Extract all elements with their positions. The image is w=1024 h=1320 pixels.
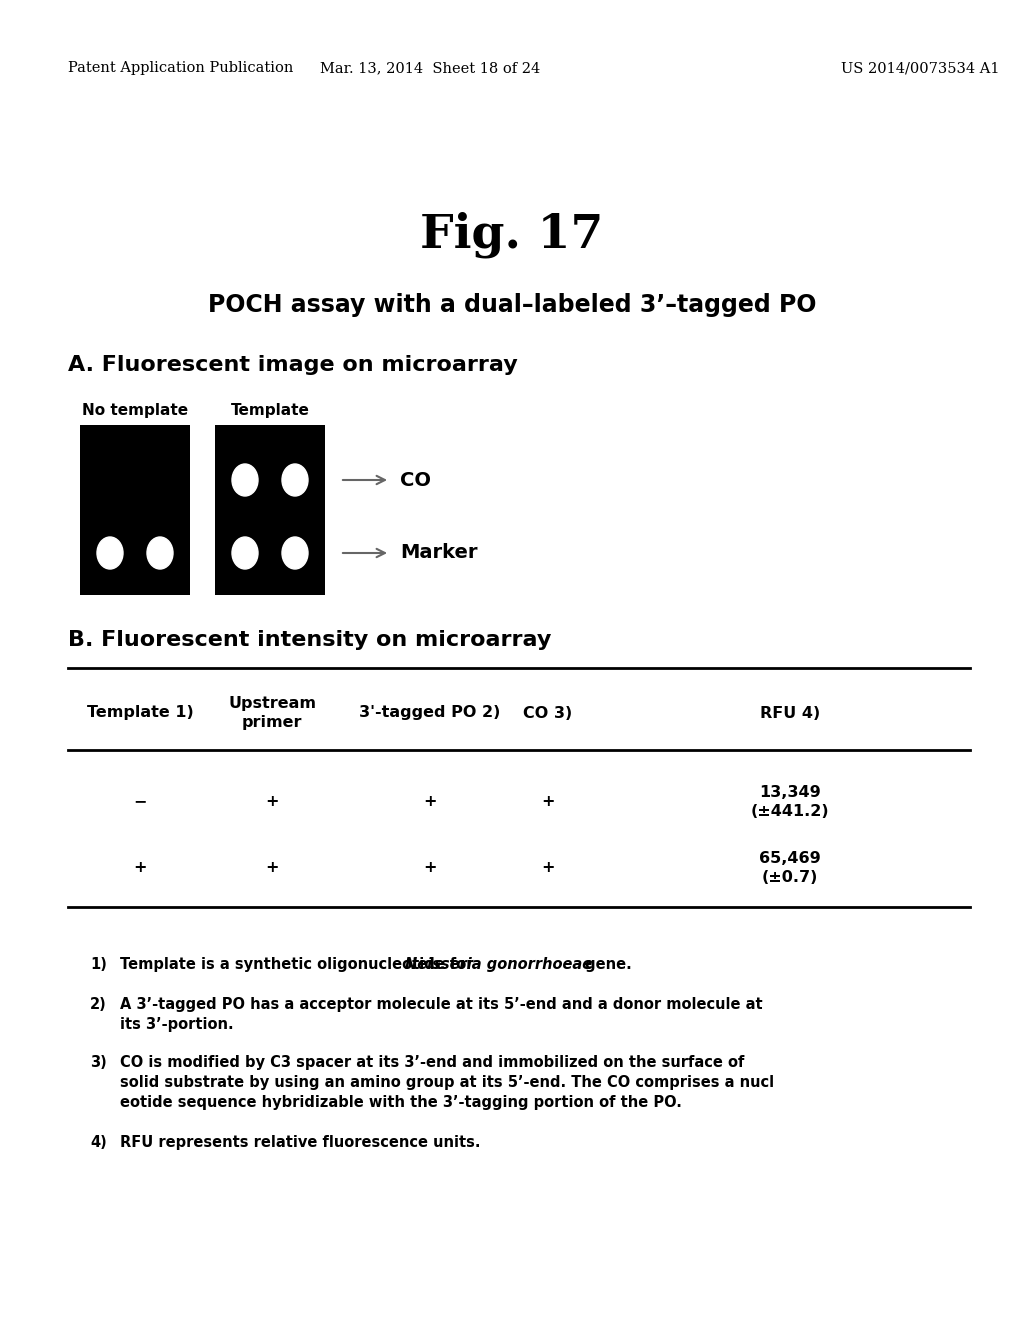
Text: Patent Application Publication: Patent Application Publication <box>68 61 293 75</box>
Text: 3): 3) <box>90 1055 106 1071</box>
Text: 3'-tagged PO 2): 3'-tagged PO 2) <box>359 705 501 721</box>
Bar <box>80 425 190 595</box>
Ellipse shape <box>97 537 123 569</box>
Text: CO: CO <box>400 470 431 490</box>
Text: +: + <box>542 861 555 875</box>
Text: US 2014/0073534 A1: US 2014/0073534 A1 <box>841 61 999 75</box>
Text: Fig. 17: Fig. 17 <box>420 211 604 259</box>
Text: +: + <box>423 795 437 809</box>
Ellipse shape <box>232 465 258 496</box>
Text: 4): 4) <box>90 1135 106 1150</box>
Text: +: + <box>265 861 279 875</box>
Text: B. Fluorescent intensity on microarray: B. Fluorescent intensity on microarray <box>68 630 551 649</box>
Ellipse shape <box>282 537 308 569</box>
Text: 13,349
(±441.2): 13,349 (±441.2) <box>751 785 829 818</box>
Text: RFU 4): RFU 4) <box>760 705 820 721</box>
Bar <box>215 425 325 595</box>
Ellipse shape <box>232 537 258 569</box>
Text: 65,469
(±0.7): 65,469 (±0.7) <box>759 851 821 884</box>
Text: Template: Template <box>230 403 309 417</box>
Text: +: + <box>542 795 555 809</box>
Text: CO 3): CO 3) <box>523 705 572 721</box>
Text: gene.: gene. <box>580 957 632 972</box>
Text: POCH assay with a dual–labeled 3’–tagged PO: POCH assay with a dual–labeled 3’–tagged… <box>208 293 816 317</box>
Text: Marker: Marker <box>400 544 477 562</box>
Text: −: − <box>133 795 146 809</box>
Text: Neisseria gonorrhoeae: Neisseria gonorrhoeae <box>406 957 592 972</box>
Ellipse shape <box>147 537 173 569</box>
Text: No template: No template <box>82 403 188 417</box>
Text: RFU represents relative fluorescence units.: RFU represents relative fluorescence uni… <box>120 1135 480 1150</box>
Ellipse shape <box>282 465 308 496</box>
Text: Upstream
primer: Upstream primer <box>228 696 316 730</box>
Text: A 3’-tagged PO has a acceptor molecule at its 5’-end and a donor molecule at
its: A 3’-tagged PO has a acceptor molecule a… <box>120 997 763 1032</box>
Text: A. Fluorescent image on microarray: A. Fluorescent image on microarray <box>68 355 518 375</box>
Text: Mar. 13, 2014  Sheet 18 of 24: Mar. 13, 2014 Sheet 18 of 24 <box>319 61 540 75</box>
Text: +: + <box>423 861 437 875</box>
Text: +: + <box>133 861 146 875</box>
Text: Template 1): Template 1) <box>87 705 194 721</box>
Text: 2): 2) <box>90 997 106 1012</box>
Text: Template is a synthetic oligonucleotide for: Template is a synthetic oligonucleotide … <box>120 957 478 972</box>
Text: CO is modified by C3 spacer at its 3’-end and immobilized on the surface of
soli: CO is modified by C3 spacer at its 3’-en… <box>120 1055 774 1110</box>
Text: +: + <box>265 795 279 809</box>
Text: 1): 1) <box>90 957 106 972</box>
